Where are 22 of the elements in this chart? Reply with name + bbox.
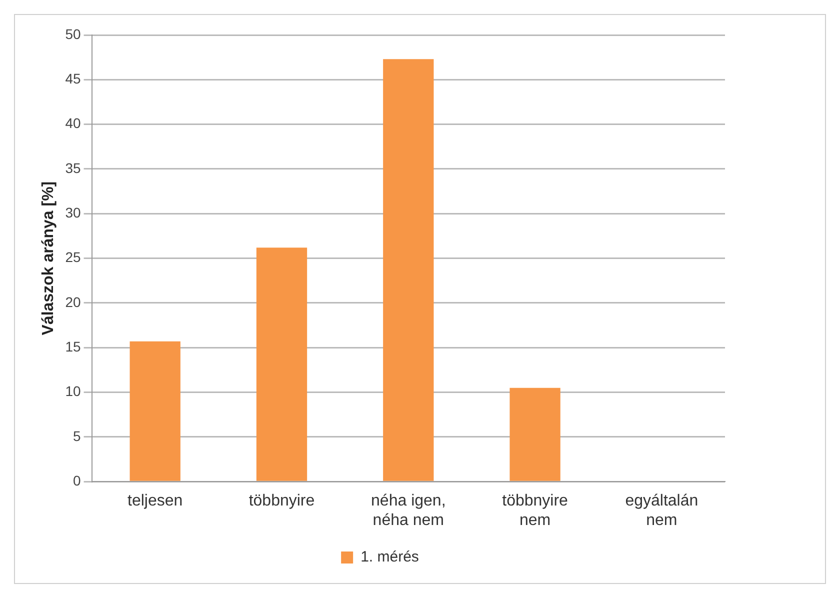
bar — [510, 388, 560, 481]
y-tick-label: 50 — [65, 26, 81, 42]
y-tick-label: 40 — [65, 115, 81, 132]
legend-label: 1. mérés — [360, 548, 419, 566]
y-tick-label: 0 — [72, 472, 81, 488]
x-tick-label: néha igen, néha nem — [371, 492, 446, 529]
bar — [256, 248, 308, 481]
y-tick-label: 15 — [65, 338, 81, 354]
x-tick-label: egyáltalán nem — [625, 492, 698, 529]
bar — [130, 341, 180, 481]
y-tick-label: 45 — [65, 70, 81, 87]
y-tick-label: 25 — [65, 249, 81, 266]
y-tick-label: 35 — [65, 160, 81, 176]
y-axis-title: Válaszok aránya [%] — [40, 181, 58, 336]
y-tick-label: 10 — [65, 383, 81, 400]
y-tick-label: 30 — [65, 204, 81, 220]
x-tick-label: többnyire nem — [502, 492, 568, 529]
y-tick-label: 5 — [72, 428, 81, 444]
y-tick-label: 20 — [65, 294, 81, 310]
bar — [383, 59, 434, 481]
x-tick-label: többnyire — [248, 492, 315, 510]
x-tick-label: teljesen — [128, 492, 183, 510]
